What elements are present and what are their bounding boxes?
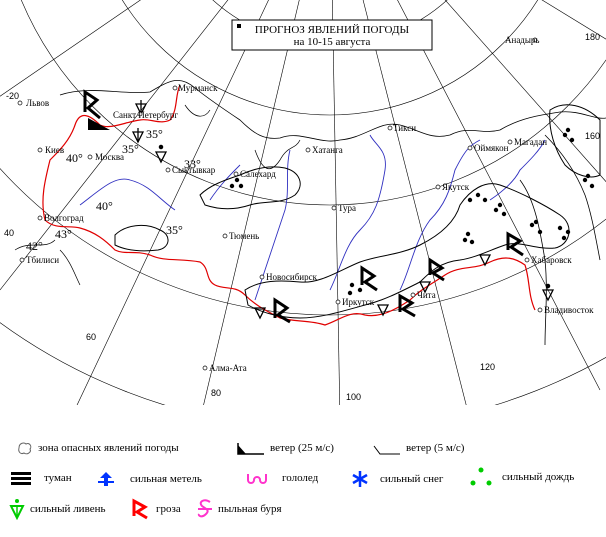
- title-line1: ПРОГНОЗ ЯВЛЕНИЙ ПОГОДЫ: [255, 24, 410, 36]
- city-label-khatanga: Хатанга: [312, 145, 343, 155]
- thunderstorm-symbols: [83, 89, 524, 324]
- shower-symbols: [131, 100, 555, 320]
- wind5-icon: [373, 445, 400, 455]
- shower-icon: [9, 499, 25, 520]
- dust-storm-icon: [197, 499, 212, 518]
- city-label-syktyvkar: Сыктывкар: [172, 165, 216, 175]
- hazard-zone-icon: [18, 442, 32, 455]
- city-label-irkutsk: Иркутск: [342, 297, 375, 307]
- state-border: [42, 84, 536, 326]
- fog-icon: [11, 472, 31, 485]
- temp-label: 40°: [66, 151, 83, 165]
- hazard-zones: [114, 104, 601, 319]
- city-label-kiev: Киев: [45, 145, 64, 155]
- rain-dots-icon: [470, 467, 492, 486]
- grid-label: 80: [211, 388, 221, 398]
- legend-blizzard: сильная метель: [96, 470, 202, 488]
- legend-heavy-snow: сильный снег: [350, 470, 443, 488]
- thunderstorm-icon: [132, 498, 148, 520]
- hazard-zone-siberia: [244, 183, 570, 319]
- caspian-black-sea: [14, 239, 81, 286]
- legend-hazard-zone: зона опасных явлений погоды: [16, 440, 179, 456]
- latitude-circles: [0, 0, 606, 405]
- temp-label: 35°: [122, 142, 139, 156]
- ice-icon: [247, 474, 267, 484]
- grid-label: 100: [346, 392, 361, 402]
- grid-label: 160: [585, 131, 600, 141]
- temp-label: 43°: [55, 227, 72, 241]
- temp-label: 42°: [26, 239, 43, 253]
- grid-label: 120: [480, 362, 495, 372]
- blizzard-icon: [98, 472, 114, 486]
- city-label-oimyakon: Оймякон: [474, 143, 509, 153]
- legend-shower: сильный ливень: [8, 498, 105, 520]
- city-label-alma-ata: Алма-Ата: [209, 363, 247, 373]
- city-dots: [17, 37, 543, 371]
- meridians: [0, 0, 606, 405]
- city-label-tiksi: Тикси: [393, 123, 416, 133]
- arctic-coastline: [59, 79, 606, 142]
- city-label-murmansk: Мурманск: [178, 83, 218, 93]
- city-label-tbilisi: Тбилиси: [26, 255, 59, 265]
- legend-ice: гололед: [246, 470, 318, 486]
- city-label-tyumen: Тюмень: [229, 231, 259, 241]
- title-line2: на 10-15 августа: [294, 36, 371, 48]
- legend-fog: туман: [10, 470, 72, 486]
- hazard-zone-south: [114, 224, 169, 252]
- legend-wind25: ветер (25 м/с): [236, 440, 334, 456]
- rain-symbols: [229, 127, 595, 296]
- grid-label: 60: [86, 332, 96, 342]
- weather-forecast-map: Анадырь Мурманск Санкт Петербург Львов К…: [0, 0, 606, 405]
- city-label-yakutsk: Якутск: [442, 182, 470, 192]
- legend: зона опасных явлений погоды ветер (25 м/…: [0, 420, 606, 537]
- wind25-icon: [237, 443, 264, 455]
- temp-label: 35°: [146, 127, 163, 141]
- legend-thunderstorm: гроза: [130, 498, 181, 520]
- city-label-tura: Тура: [338, 203, 356, 213]
- temp-label: 35°: [166, 223, 183, 237]
- grid-label: 180: [585, 32, 600, 42]
- city-label-chita: Чита: [417, 290, 436, 300]
- map-title: ПРОГНОЗ ЯВЛЕНИЙ ПОГОДЫ на 10-15 августа: [231, 19, 433, 51]
- kamchatka-coast: [519, 134, 601, 346]
- grid-label: 40: [4, 228, 14, 238]
- city-label-anadyr: Анадырь: [505, 35, 540, 45]
- legend-dust-storm: пыльная буря: [196, 498, 282, 520]
- hazard-zone-northeast: [549, 104, 601, 178]
- wind25-symbol: [88, 118, 110, 130]
- legend-wind5: ветер (5 м/с): [372, 440, 464, 456]
- white-sea: [184, 104, 301, 170]
- legend-heavy-rain: сильный дождь: [468, 466, 574, 488]
- snowflake-icon: [352, 471, 368, 487]
- city-label-khabarovsk: Хабаровск: [531, 255, 572, 265]
- city-label-spb: Санкт Петербург: [113, 110, 178, 120]
- city-label-lvov: Львов: [26, 98, 49, 108]
- city-label-volgograd: Волгоград: [44, 213, 84, 223]
- temp-label: 40°: [96, 199, 113, 213]
- grid-label: -20: [6, 91, 19, 101]
- city-label-vladivostok: Владивосток: [544, 305, 594, 315]
- city-label-salekhard: Салехард: [240, 169, 276, 179]
- temp-label: 33°: [184, 157, 201, 171]
- city-label-novosibirsk: Новосибирск: [266, 272, 318, 282]
- city-label-moscow: Москва: [95, 152, 124, 162]
- city-label-magadan: Магадан: [514, 137, 547, 147]
